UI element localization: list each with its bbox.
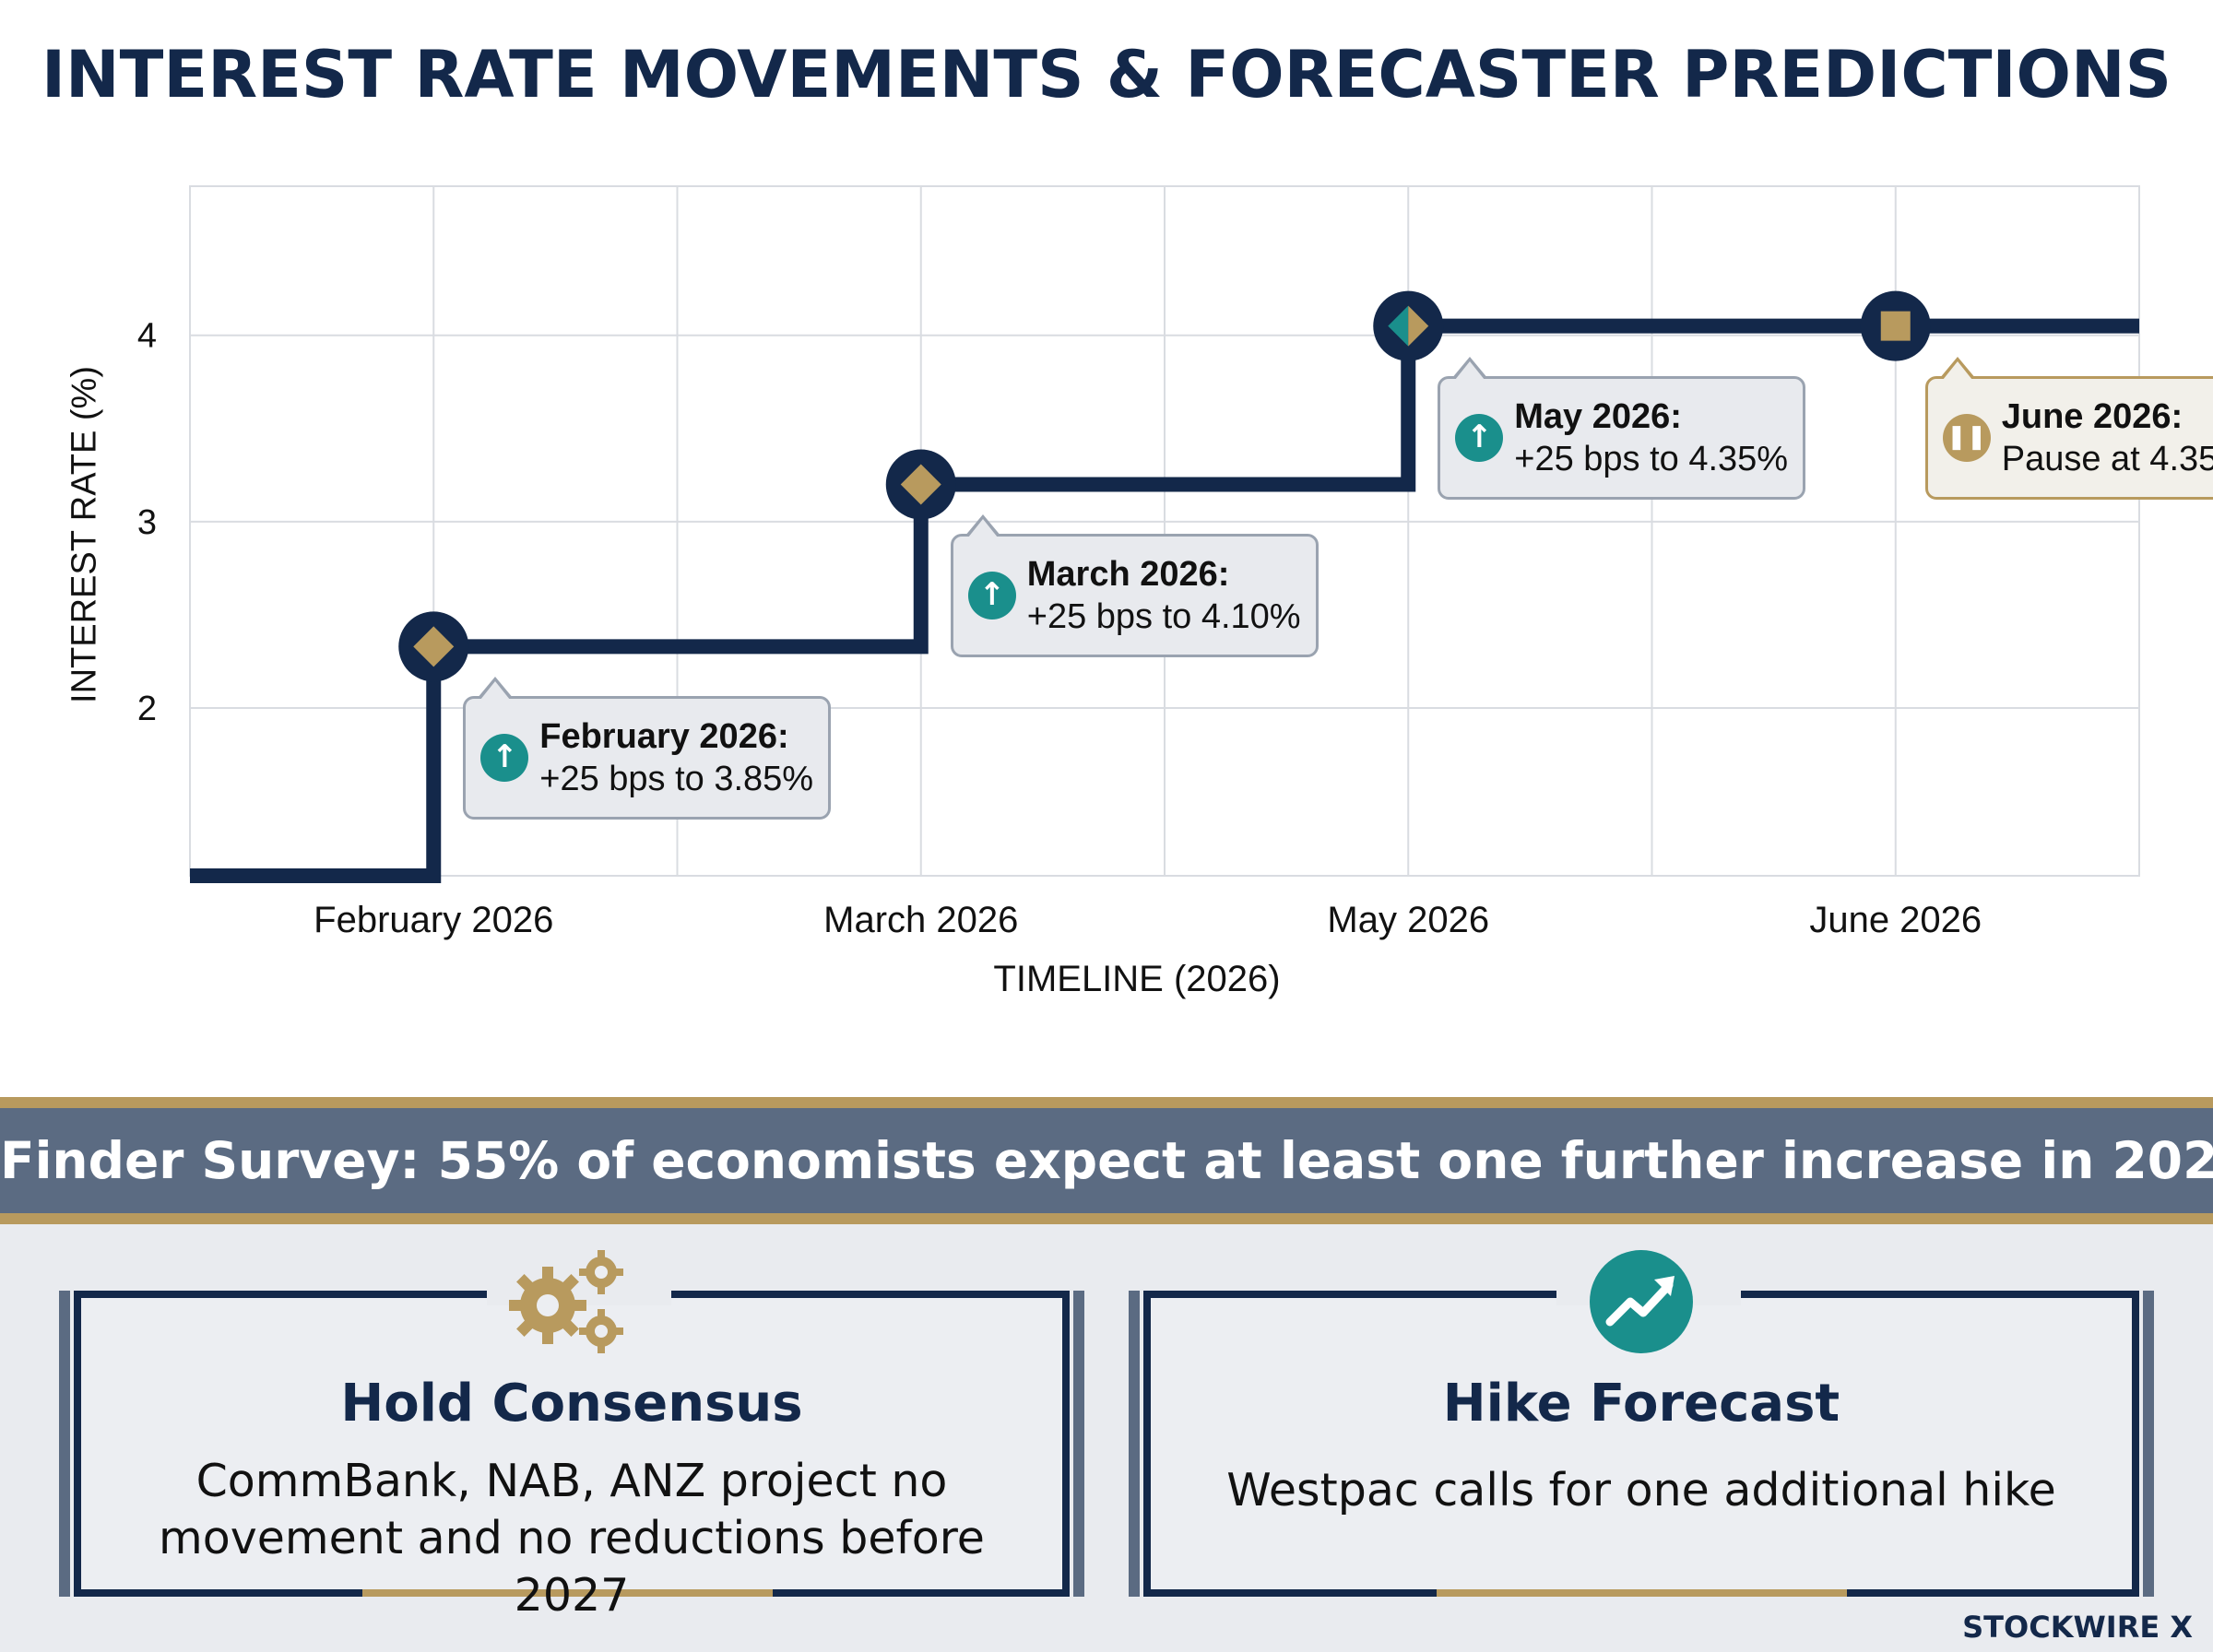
annotation-callout: ↑ February 2026: +25 bps to 3.85% (463, 677, 832, 820)
survey-banner: Finder Survey: 55% of economists expect … (0, 1097, 2213, 1224)
callout-title: May 2026: (1514, 396, 1682, 436)
callout-title: June 2026: (2001, 396, 2183, 436)
hold-consensus-card: Hold Consensus CommBank, NAB, ANZ projec… (59, 1285, 1084, 1622)
x-tick-label: March 2026 (823, 900, 1018, 940)
annotation-callout: ↑ March 2026: +25 bps to 4.10% (950, 514, 1319, 658)
card-accent-left (1129, 1291, 1140, 1597)
x-tick-label: May 2026 (1327, 900, 1489, 940)
marker-diamond (413, 626, 455, 667)
annotation-callout: ❚❚June 2026:Pause at 4.35% (1924, 356, 2213, 500)
marker-diamond-left (1388, 305, 1409, 347)
trending-up-icon (1590, 1250, 1693, 1353)
pause-icon: ❚❚ (1942, 413, 1991, 462)
x-tick-label: June 2026 (1809, 900, 1982, 940)
card-title: Hike Forecast (1442, 1374, 1840, 1434)
card-body: CommBank, NAB, ANZ project no movement a… (159, 1455, 985, 1622)
card-body: Westpac calls for one additional hike (1226, 1464, 2056, 1516)
data-point-marker (1373, 290, 1444, 361)
callout-title: February 2026: (539, 717, 789, 757)
data-point-marker (398, 611, 469, 682)
x-axis-ticks: February 2026 March 2026 May 2026 June 2026 (314, 900, 1982, 940)
y-tick-label: 3 (137, 503, 157, 542)
y-axis-ticks: 2 3 4 (137, 317, 157, 728)
brand-logo: STOCKWIRE X (1962, 1610, 2193, 1645)
card-title: Hold Consensus (340, 1374, 803, 1434)
card-accent-right (2143, 1291, 2154, 1597)
marker-diamond-right (1408, 305, 1429, 347)
x-tick-label: February 2026 (314, 900, 553, 940)
card-gold-strip (362, 1589, 773, 1597)
marker-square (1880, 311, 1911, 341)
data-point-marker (885, 449, 956, 520)
callout-title: March 2026: (1026, 555, 1230, 595)
callout-pointer (964, 514, 1001, 538)
callout-text: +25 bps to 4.35% (1514, 439, 1789, 478)
callout-text: +25 bps to 4.10% (1026, 597, 1301, 637)
data-point-marker (1860, 290, 1931, 361)
callout-text: Pause at 4.35% (2001, 439, 2213, 478)
arrow-up-icon: ↑ (967, 572, 1016, 620)
marker-diamond (900, 464, 941, 505)
callout-pointer (1451, 356, 1489, 380)
card-accent-right (1073, 1291, 1084, 1597)
series-markers (398, 290, 1931, 682)
arrow-up-icon: ↑ (480, 734, 529, 783)
x-axis-label: TIMELINE (2026) (993, 959, 1281, 999)
card-accent-left (59, 1291, 70, 1597)
y-tick-label: 2 (137, 690, 157, 728)
chart-title: INTEREST RATE MOVEMENTS & FORECASTER PRE… (41, 37, 2172, 112)
arrow-up-icon: ↑ (1455, 413, 1504, 462)
callout-pointer (477, 677, 515, 701)
step-line-chart: 2 3 4 February 2026 March 2026 May 2026 June … (137, 185, 2140, 940)
annotation-callout: ↑ May 2026: +25 bps to 4.35% (1438, 356, 1806, 500)
callout-text: +25 bps to 3.85% (539, 760, 814, 799)
callout-pointer (1938, 356, 1976, 380)
gears-icon (509, 1250, 623, 1353)
y-tick-label: 4 (137, 317, 157, 356)
y-axis-label: INTEREST RATE (%) (65, 366, 104, 703)
card-gold-strip (1437, 1589, 1847, 1597)
